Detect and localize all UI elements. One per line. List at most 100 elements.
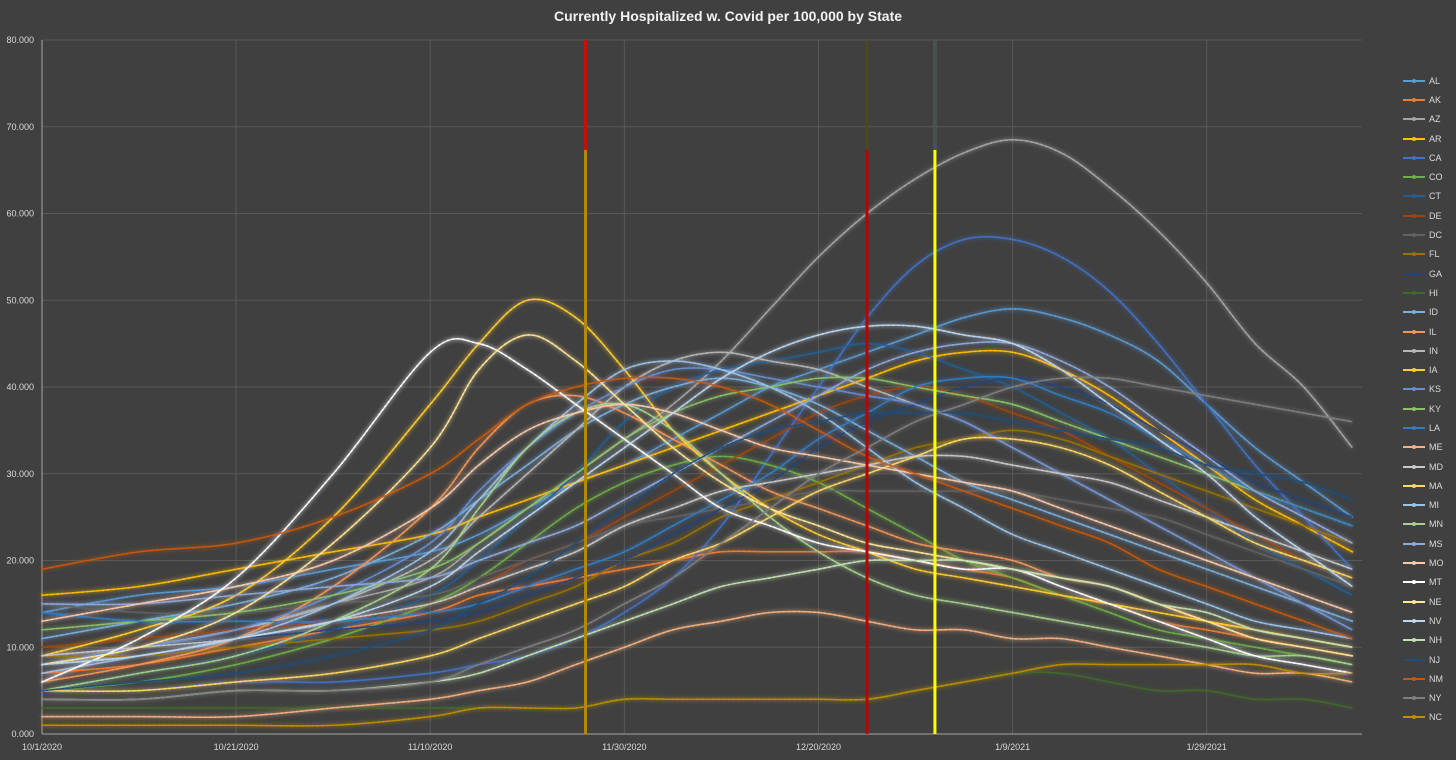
y-tick-label: 60.000 <box>6 209 34 219</box>
legend-label: NE <box>1429 596 1442 607</box>
series-in-markers <box>41 351 1354 666</box>
legend-swatch <box>1403 271 1425 276</box>
legend-item-id: ID <box>1403 303 1453 322</box>
legend-item-il: IL <box>1403 322 1453 341</box>
legend-swatch <box>1403 599 1425 604</box>
legend-item-ma: MA <box>1403 476 1453 495</box>
x-tick-label: 11/10/2020 <box>408 742 452 752</box>
legend-swatch <box>1403 464 1425 469</box>
legend-label: IL <box>1429 326 1437 337</box>
legend-swatch <box>1403 194 1425 199</box>
legend-swatch <box>1403 78 1425 83</box>
legend-label: MA <box>1429 480 1443 491</box>
legend-item-mn: MN <box>1403 515 1453 534</box>
legend-label: AZ <box>1429 114 1441 125</box>
series-id-line <box>41 377 1353 640</box>
series-nv-markers <box>41 324 1354 666</box>
series-nv-line <box>41 324 1353 666</box>
series-ia-line <box>41 298 1353 657</box>
legend-item-ar: AR <box>1403 129 1453 148</box>
series-az-markers <box>41 138 1354 657</box>
legend-label: MT <box>1429 577 1442 588</box>
legend-label: HI <box>1429 287 1438 298</box>
legend-item-az: AZ <box>1403 110 1453 129</box>
legend-label: NJ <box>1429 654 1440 665</box>
x-tick-label: 10/21/2020 <box>214 742 259 752</box>
y-tick-label: 10.000 <box>6 642 34 652</box>
legend-swatch <box>1403 715 1425 720</box>
legend-item-ia: IA <box>1403 360 1453 379</box>
legend-item-ak: AK <box>1403 90 1453 109</box>
legend-item-ne: NE <box>1403 592 1453 611</box>
legend-item-co: CO <box>1403 167 1453 186</box>
legend-item-me: ME <box>1403 438 1453 457</box>
legend-label: FL <box>1429 249 1440 260</box>
legend-swatch <box>1403 233 1425 238</box>
legend-label: KS <box>1429 384 1442 395</box>
legend-swatch <box>1403 657 1425 662</box>
series-me-line <box>41 610 1353 719</box>
series-nm-line <box>41 376 1353 640</box>
legend-swatch <box>1403 117 1425 122</box>
series-ca-line <box>41 236 1353 693</box>
legend-label: NM <box>1429 673 1443 684</box>
legend-label: LA <box>1429 422 1441 433</box>
series-ma-line <box>41 436 1353 693</box>
legend-item-ms: MS <box>1403 534 1453 553</box>
legend-label: MS <box>1429 538 1443 549</box>
legend-swatch <box>1403 425 1425 430</box>
x-tick-label: 11/30/2020 <box>602 742 646 752</box>
legend-label: NC <box>1429 712 1442 723</box>
legend-swatch <box>1403 638 1425 643</box>
y-tick-label: 20.000 <box>6 556 34 566</box>
series-nc-line <box>41 663 1353 727</box>
legend-item-nv: NV <box>1403 611 1453 630</box>
series-md-line <box>41 454 1353 657</box>
legend-item-ct: CT <box>1403 187 1453 206</box>
legend-swatch <box>1403 387 1425 392</box>
series-id-markers <box>41 377 1354 640</box>
x-tick-label: 12/20/2020 <box>796 742 841 752</box>
legend-label: KY <box>1429 403 1442 414</box>
x-tick-label: 1/29/2021 <box>1187 742 1227 752</box>
series-ms-line <box>41 341 1353 606</box>
legend-item-mi: MI <box>1403 496 1453 515</box>
legend-swatch <box>1403 676 1425 681</box>
series-ky-line <box>41 376 1353 631</box>
legend-swatch <box>1403 175 1425 180</box>
legend-item-la: LA <box>1403 418 1453 437</box>
legend-swatch <box>1403 155 1425 160</box>
legend-item-nc: NC <box>1403 708 1453 727</box>
legend-swatch <box>1403 368 1425 373</box>
y-tick-label: 0.000 <box>11 729 34 739</box>
series-in-line <box>41 351 1353 666</box>
series-az-line <box>41 139 1353 657</box>
legend-item-ny: NY <box>1403 689 1453 708</box>
legend-swatch <box>1403 406 1425 411</box>
legend-swatch <box>1403 696 1425 701</box>
legend-label: NV <box>1429 615 1442 626</box>
legend-item-mo: MO <box>1403 553 1453 572</box>
series-nm-markers <box>41 376 1354 640</box>
legend-swatch <box>1403 213 1425 218</box>
legend-label: AK <box>1429 94 1442 105</box>
legend-swatch <box>1403 580 1425 585</box>
legend-swatch <box>1403 522 1425 527</box>
legend-item-dc: DC <box>1403 225 1453 244</box>
legend-label: ID <box>1429 307 1438 318</box>
series-ca-markers <box>41 235 1354 693</box>
legend: AL AK AZ AR CA CO CT DE DC FL GA HI ID IL IN IA KS KY LA ME… <box>1403 71 1453 727</box>
legend-label: MD <box>1429 461 1443 472</box>
legend-label: ME <box>1429 442 1443 453</box>
legend-label: AL <box>1429 75 1441 86</box>
series-nj-line <box>41 411 1353 692</box>
legend-swatch <box>1403 561 1425 566</box>
series-mt-line <box>41 337 1353 683</box>
series-mo-line <box>41 403 1353 622</box>
y-tick-label: 70.000 <box>6 122 34 132</box>
legend-label: MI <box>1429 500 1439 511</box>
legend-swatch <box>1403 541 1425 546</box>
y-tick-label: 50.000 <box>6 295 34 305</box>
legend-item-nm: NM <box>1403 669 1453 688</box>
series-co-line <box>41 455 1353 692</box>
